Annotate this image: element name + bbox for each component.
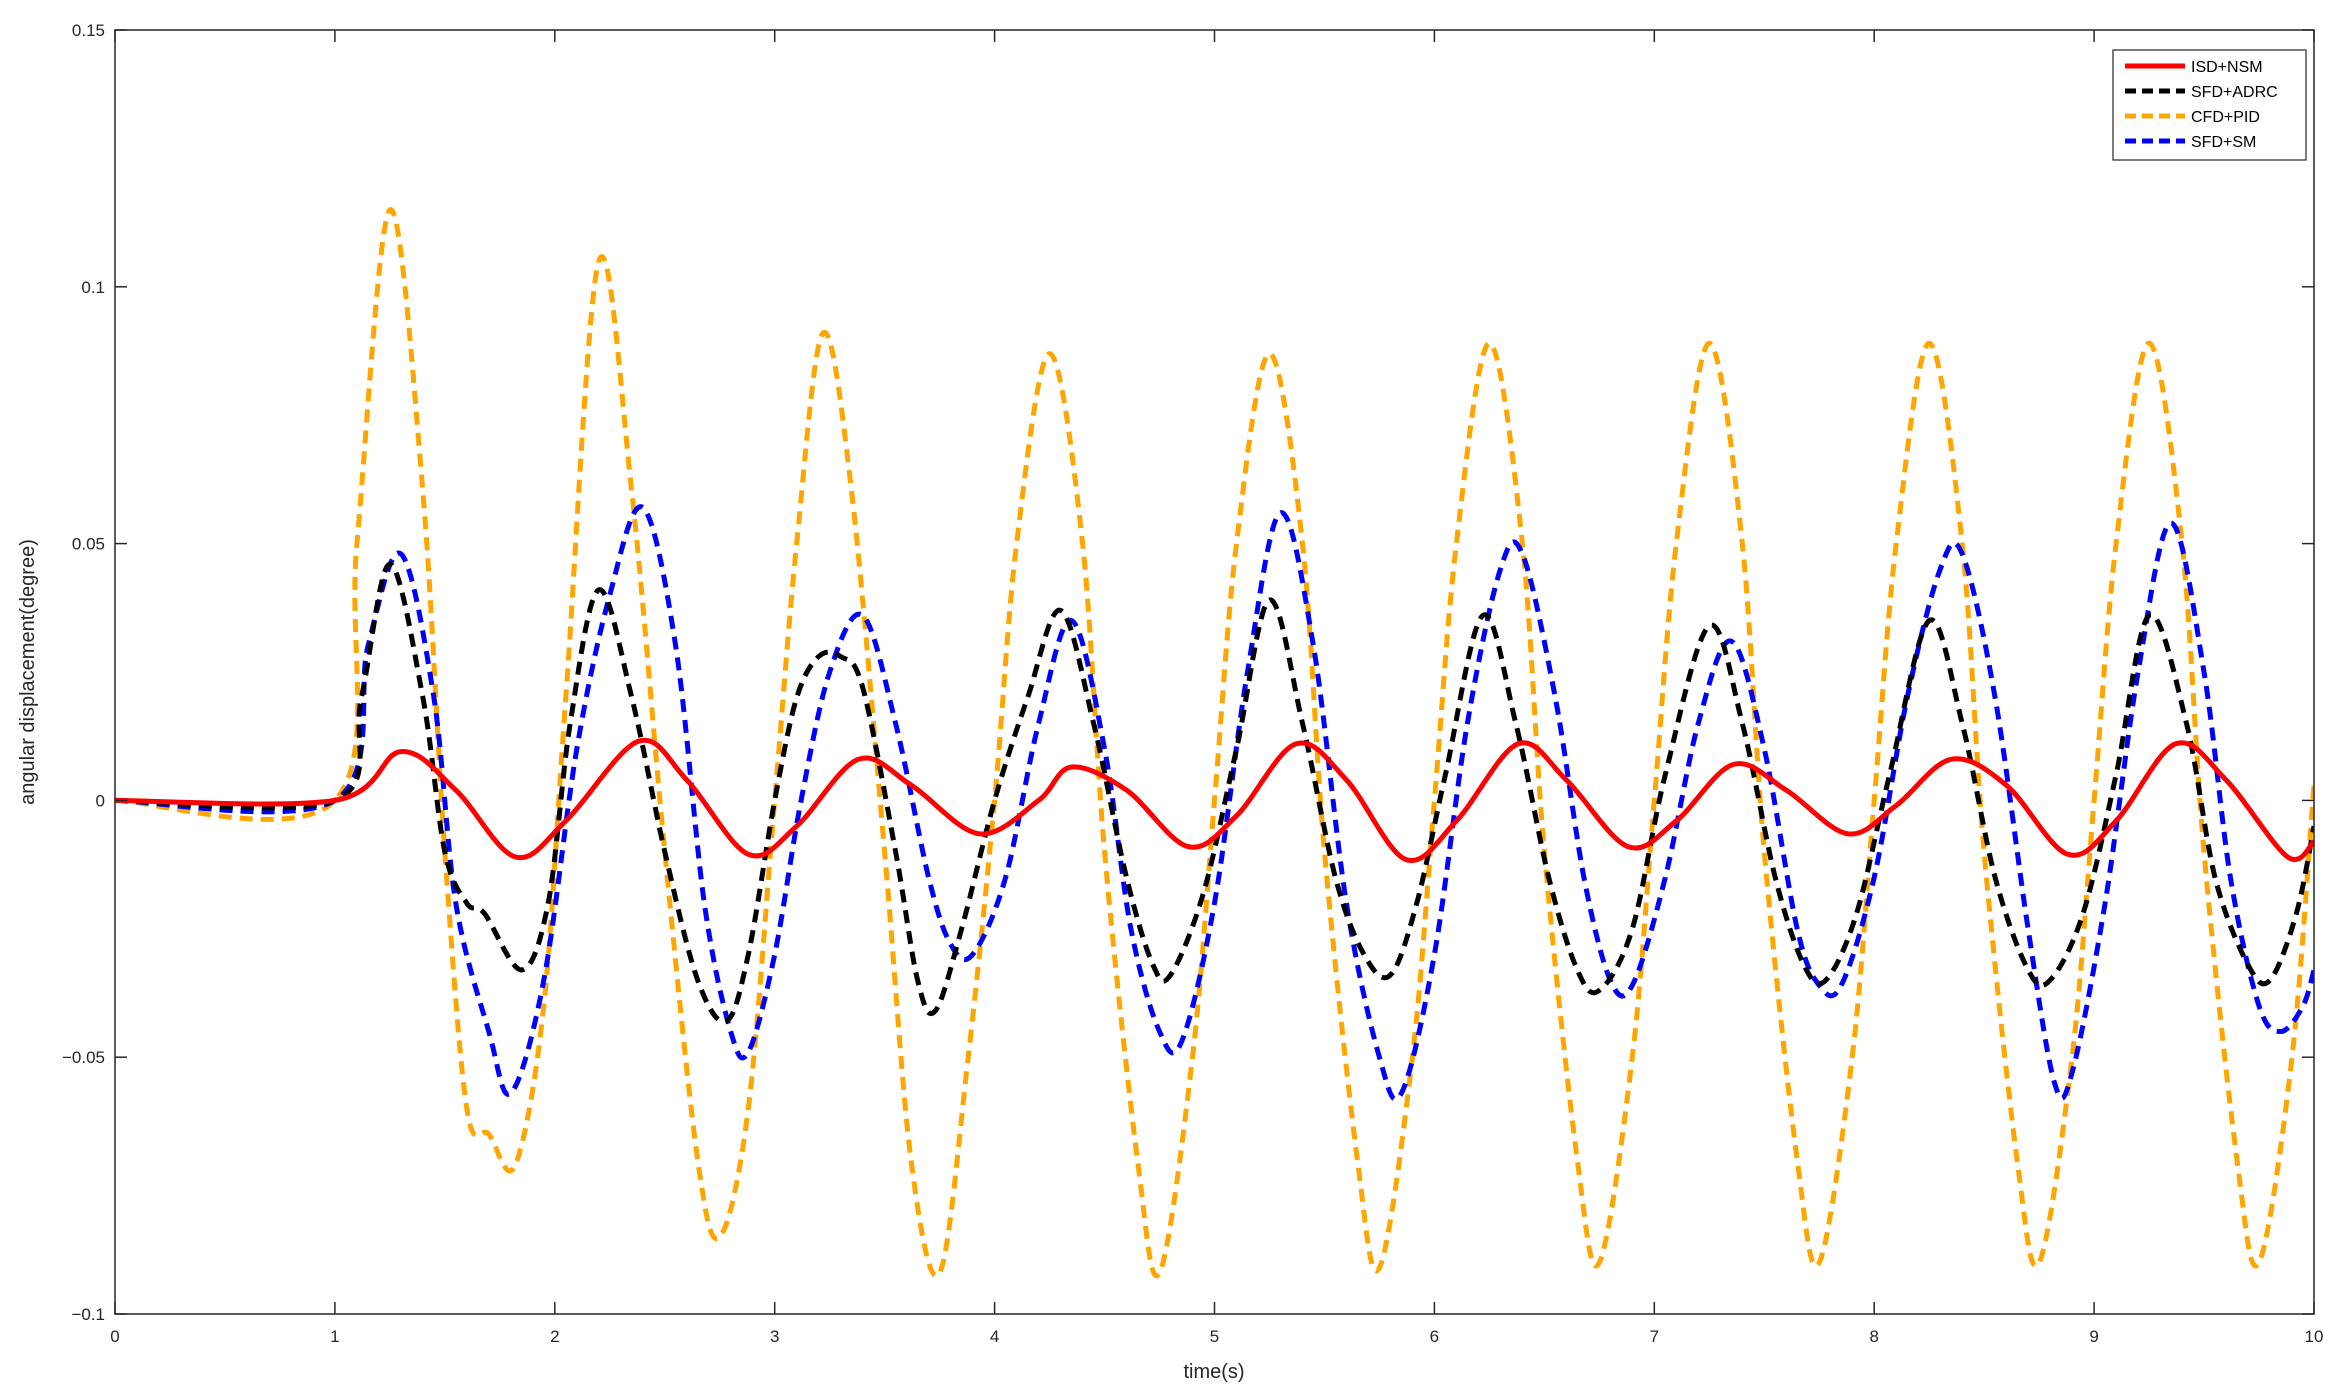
ticks-layer: 0 1 2 3 4 5 6 7 8 9 10 −0.1 −0.05 0 0.05 0.1 0.15 (62, 21, 2323, 1346)
x-tick-label: 10 (2305, 1327, 2324, 1346)
plot-area (115, 30, 2314, 1314)
series-line-sfd-sm (115, 504, 2314, 1102)
x-tick-label: 0 (110, 1327, 119, 1346)
x-axis-label: time(s) (1183, 1361, 1244, 1383)
legend: ISD+NSM SFD+ADRC CFD+PID SFD+SM (2112, 49, 2307, 161)
x-tick-label: 3 (770, 1327, 779, 1346)
legend-label: SFD+SM (2191, 134, 2256, 151)
legend-label: ISD+NSM (2191, 59, 2263, 76)
y-axis-label: angular displacement(degree) (17, 539, 39, 805)
y-tick-label: −0.05 (62, 1048, 105, 1067)
x-tick-label: 9 (2089, 1327, 2098, 1346)
x-tick-label: 5 (1210, 1327, 1219, 1346)
y-tick-label: −0.1 (71, 1305, 105, 1324)
x-tick-label: 4 (990, 1327, 999, 1346)
x-tick-label: 1 (330, 1327, 339, 1346)
x-tick-label: 2 (550, 1327, 559, 1346)
y-tick-label: 0 (96, 791, 105, 810)
y-tick-label: 0.1 (81, 278, 105, 297)
x-tick-label: 6 (1430, 1327, 1439, 1346)
y-tick-label: 0.15 (72, 21, 105, 40)
series-layer (115, 207, 2314, 1279)
x-tick-label: 8 (1869, 1327, 1878, 1346)
legend-label: SFD+ADRC (2191, 84, 2278, 101)
series-line-sfd-adrc (115, 561, 2314, 1025)
x-tick-label: 7 (1650, 1327, 1659, 1346)
series-line-isd-nsm (115, 737, 2314, 864)
y-tick-label: 0.05 (72, 535, 105, 554)
legend-label: CFD+PID (2191, 109, 2260, 126)
